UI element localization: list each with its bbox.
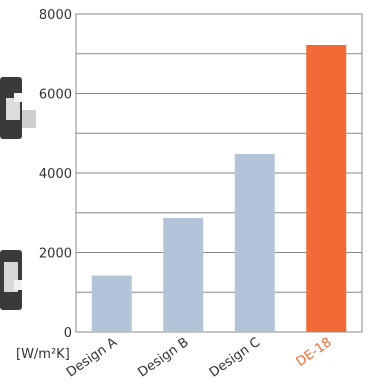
y-tick-label: 2000 bbox=[39, 247, 72, 262]
y-tick-label: 8000 bbox=[39, 8, 72, 23]
bar-de-18 bbox=[306, 45, 347, 332]
y-tick-label: 6000 bbox=[39, 88, 72, 103]
plot-frame bbox=[75, 13, 363, 333]
y-axis-unit-label: [W/m²K] bbox=[16, 347, 70, 362]
device-photo-fragment-bottom bbox=[0, 250, 22, 310]
y-tick-labels: 0 2000 4000 6000 8000 bbox=[39, 8, 72, 341]
category-label: DE-18 bbox=[294, 335, 335, 370]
category-label: Design A bbox=[64, 335, 120, 381]
category-label: Design C bbox=[207, 335, 263, 381]
category-labels: Design A Design B Design C DE-18 bbox=[64, 335, 335, 381]
bar-design-c bbox=[234, 153, 275, 332]
y-tick-label: 0 bbox=[64, 326, 72, 341]
bars bbox=[91, 45, 347, 332]
category-label: Design B bbox=[135, 335, 191, 381]
bar-design-a bbox=[91, 275, 132, 332]
y-tick-label: 4000 bbox=[39, 167, 72, 182]
device-photo-fragment-top bbox=[0, 77, 36, 139]
bar-design-b bbox=[163, 217, 204, 332]
